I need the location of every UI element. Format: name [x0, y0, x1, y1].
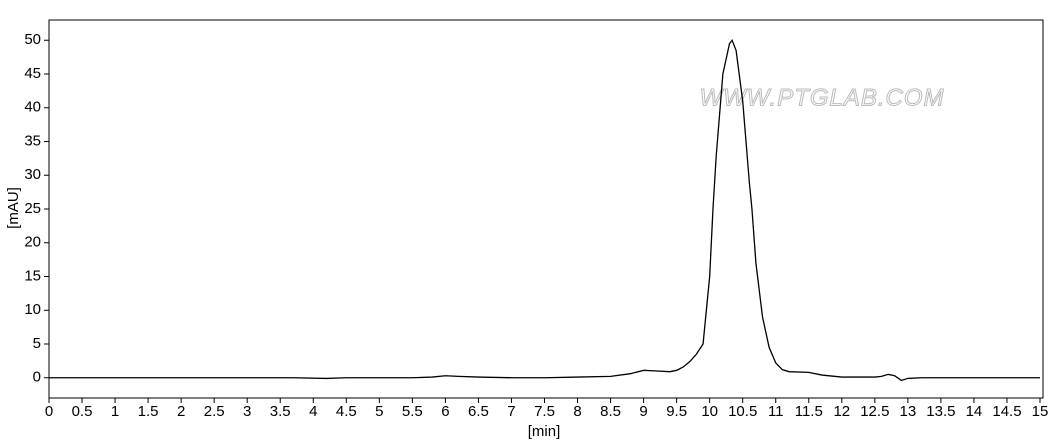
y-tick-label: 35 [24, 132, 41, 149]
x-axis-label: [min] [528, 423, 561, 440]
x-tick-label: 15 [1032, 403, 1049, 420]
x-tick-label: 10.5 [728, 403, 757, 420]
x-tick-label: 2.5 [204, 403, 225, 420]
y-tick-label: 50 [24, 31, 41, 48]
watermark: WWW.PTGLAB.COM [699, 84, 944, 111]
y-tick-label: 0 [33, 369, 41, 386]
x-tick-label: 14.5 [992, 403, 1021, 420]
x-tick-label: 7.5 [534, 403, 555, 420]
x-tick-label: 7 [507, 403, 515, 420]
x-tick-label: 9.5 [666, 403, 687, 420]
x-tick-label: 14 [966, 403, 983, 420]
y-tick-label: 40 [24, 99, 41, 116]
x-tick-label: 1.5 [138, 403, 159, 420]
x-tick-label: 8 [573, 403, 581, 420]
x-tick-label: 9 [639, 403, 647, 420]
x-tick-label: 6 [441, 403, 449, 420]
x-tick-label: 1 [111, 403, 119, 420]
x-tick-label: 6.5 [468, 403, 489, 420]
x-tick-label: 8.5 [600, 403, 621, 420]
x-tick-label: 0 [45, 403, 53, 420]
y-tick-label: 45 [24, 65, 41, 82]
x-tick-label: 13 [900, 403, 917, 420]
x-tick-label: 11 [768, 403, 784, 420]
y-tick-label: 10 [24, 301, 41, 318]
plot-frame [48, 19, 1044, 399]
y-tick-label: 25 [24, 200, 41, 217]
x-tick-label: 11.5 [795, 403, 823, 420]
x-tick-label: 3 [243, 403, 251, 420]
x-tick-label: 2 [177, 403, 185, 420]
x-tick-label: 12.5 [860, 403, 889, 420]
y-tick-label: 5 [33, 335, 41, 352]
x-tick-label: 5 [375, 403, 383, 420]
x-tick-label: 4.5 [336, 403, 357, 420]
data-line [49, 38, 1040, 382]
x-tick-label: 10 [701, 403, 718, 420]
x-tick-label: 5.5 [402, 403, 423, 420]
y-tick-label: 30 [24, 166, 41, 183]
y-tick-label: 20 [24, 234, 41, 251]
y-tick-label: 15 [24, 267, 41, 284]
x-tick-label: 13.5 [926, 403, 955, 420]
x-tick-label: 0.5 [72, 403, 93, 420]
x-tick-label: 4 [309, 403, 317, 420]
y-axis-label: [mAU] [5, 187, 22, 229]
x-tick-label: 3.5 [270, 403, 291, 420]
x-tick-label: 12 [833, 403, 850, 420]
